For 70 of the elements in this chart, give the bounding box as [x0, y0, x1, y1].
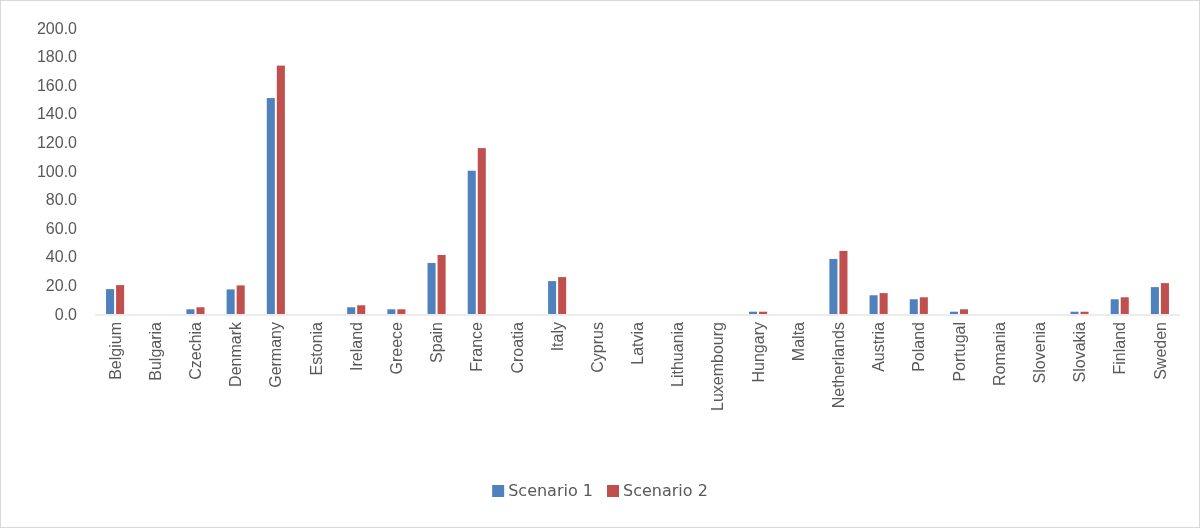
y-tick-label: 0.0: [54, 305, 78, 323]
x-tick-label: Luxembourg: [709, 322, 727, 411]
bar: [909, 299, 918, 314]
x-tick-label: Ireland: [347, 322, 365, 371]
y-tick-label: 100.0: [36, 162, 78, 180]
x-tick-label: Estonia: [307, 321, 325, 376]
bar: [1150, 287, 1159, 314]
bar: [1160, 283, 1169, 314]
bar: [236, 285, 245, 314]
bar: [548, 281, 557, 314]
x-tick-label: Sweden: [1151, 322, 1169, 380]
y-tick-label: 60.0: [45, 219, 78, 237]
x-tick-label: Czechia: [187, 321, 205, 380]
y-tick-label: 40.0: [45, 248, 78, 266]
x-tick-label: Austria: [870, 321, 888, 372]
bar: [196, 307, 205, 314]
x-tick-label: Romania: [990, 321, 1008, 387]
x-tick-label: Lithuania: [669, 321, 687, 387]
x-tick-label: Slovenia: [1030, 321, 1048, 384]
x-tick-label: Belgium: [106, 322, 124, 380]
bar: [226, 289, 235, 314]
bar: [959, 309, 969, 314]
legend-label: Scenario 2: [623, 481, 708, 500]
bar: [116, 285, 125, 314]
y-tick-label: 140.0: [36, 105, 78, 123]
bar: [1110, 299, 1119, 314]
x-tick-label: Finland: [1111, 322, 1129, 375]
x-tick-label: Bulgaria: [146, 321, 164, 381]
bar: [397, 309, 406, 314]
bar: [477, 148, 486, 314]
x-tick-label: Malta: [789, 321, 807, 362]
y-tick-label: 200.0: [36, 19, 78, 37]
x-tick-label: Denmark: [227, 321, 245, 387]
x-tick-label: Latvia: [629, 321, 647, 365]
bar: [106, 289, 115, 314]
y-tick-label: 180.0: [36, 48, 78, 66]
x-tick-label: Netherlands: [830, 322, 848, 409]
bar: [558, 277, 567, 314]
x-tick-label: Spain: [428, 322, 446, 363]
bar: [869, 295, 878, 314]
bar: [347, 307, 356, 314]
bar: [276, 65, 285, 314]
x-tick-label: Cyprus: [588, 322, 606, 373]
x-tick-label: Slovakia: [1071, 321, 1089, 383]
x-tick-label: Croatia: [508, 321, 526, 374]
bar: [919, 297, 928, 314]
bar: [1070, 311, 1079, 314]
y-tick-label: 120.0: [36, 134, 78, 152]
bar: [467, 170, 476, 314]
legend-label: Scenario 1: [508, 481, 593, 500]
x-tick-label: Portugal: [950, 322, 968, 382]
y-tick-label: 160.0: [36, 76, 78, 94]
bar: [186, 309, 195, 314]
x-tick-label: Hungary: [749, 322, 767, 383]
x-tick-label: Poland: [910, 322, 928, 372]
x-tick-label: Greece: [387, 321, 405, 375]
bar: [829, 258, 838, 314]
bar: [437, 254, 446, 314]
y-tick-label: 80.0: [45, 191, 78, 209]
bar: [357, 305, 366, 314]
bar: [387, 309, 396, 314]
x-tick-label: France: [468, 321, 486, 372]
y-tick-label: 20.0: [45, 277, 78, 295]
bar: [266, 98, 275, 314]
bar: [427, 262, 436, 314]
x-tick-label: Germany: [267, 322, 285, 388]
x-tick-label: Italy: [548, 322, 566, 352]
bar: [839, 250, 848, 314]
bar: [879, 293, 888, 314]
bar: [1120, 297, 1129, 314]
